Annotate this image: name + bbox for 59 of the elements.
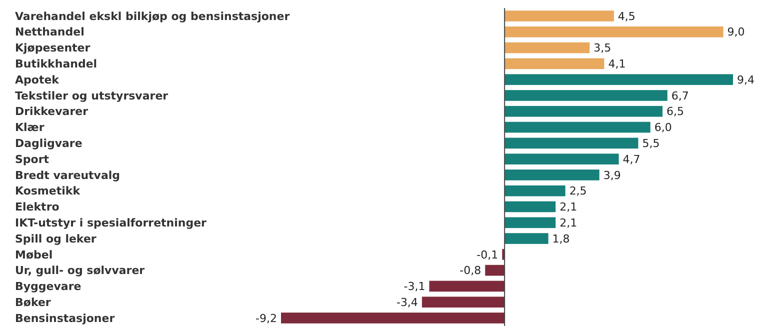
bar [504,26,724,38]
y-tick-label: Byggevare [15,280,82,294]
bar [504,90,668,101]
data-label: -3,1 [404,280,426,294]
bar [504,185,566,196]
y-tick-label: Ur, gull- og sølvvarer [15,264,146,278]
y-tick-label: Kosmetikk [15,184,81,198]
data-label: 4,5 [618,10,636,23]
data-label: 2,5 [569,184,587,198]
data-label: 6,0 [654,121,672,134]
y-tick-label: Bensinstasjoner [15,312,116,325]
data-label: -3,4 [396,296,418,309]
bar [422,296,505,308]
data-label: 2,1 [560,216,578,230]
y-tick-label: Netthandel [15,26,84,39]
bar [504,10,614,22]
bar [504,58,604,70]
data-label: 4,7 [622,152,640,166]
bar [504,154,619,164]
y-tick-label: Dagligvare [15,137,82,150]
y-tick-label: Tekstiler og utstyrsvarer [15,89,169,102]
bar [281,312,505,324]
bar [429,280,505,292]
bar [504,217,556,228]
y-tick-label: Drikkevarer [15,105,89,118]
bar [504,233,548,244]
bar [504,74,733,85]
data-label: 3,9 [603,168,621,182]
y-tick-label: Bredt vareutvalg [15,168,120,182]
y-tick-label: Butikkhandel [15,58,98,71]
data-label: 2,1 [560,200,578,214]
bar [504,201,556,212]
data-label: 6,7 [671,89,689,102]
y-tick-label: Spill og leker [15,232,97,246]
y-tick-label: Kjøpesenter [15,42,91,55]
bar [504,42,590,54]
y-tick-label: Varehandel ekskl bilkjøp og bensinstasjoner [15,10,290,23]
y-tick-label: Klær [15,121,45,134]
data-label: -0,8 [460,264,482,278]
bar [504,170,600,180]
y-tick-label: IKT-utstyr i spesialforretninger [15,216,208,230]
y-tick-label: Møbel [15,248,53,262]
data-label: 5,5 [642,137,660,150]
bar [504,106,663,117]
bar [485,264,505,276]
y-tick-label: Bøker [15,296,52,309]
y-tick-label: Apotek [15,73,60,86]
data-label: 4,1 [608,58,626,71]
data-label: 3,5 [594,42,612,55]
y-tick-label: Sport [15,152,50,166]
data-label: -0,1 [476,248,498,262]
data-label: 9,0 [727,26,745,39]
data-label: 1,8 [552,232,570,246]
bar [504,138,638,149]
data-label: 6,5 [666,105,684,118]
bar [504,122,650,133]
y-tick-label: Elektro [15,200,60,214]
data-label: -9,2 [256,312,277,325]
data-label: 9,4 [737,73,754,86]
